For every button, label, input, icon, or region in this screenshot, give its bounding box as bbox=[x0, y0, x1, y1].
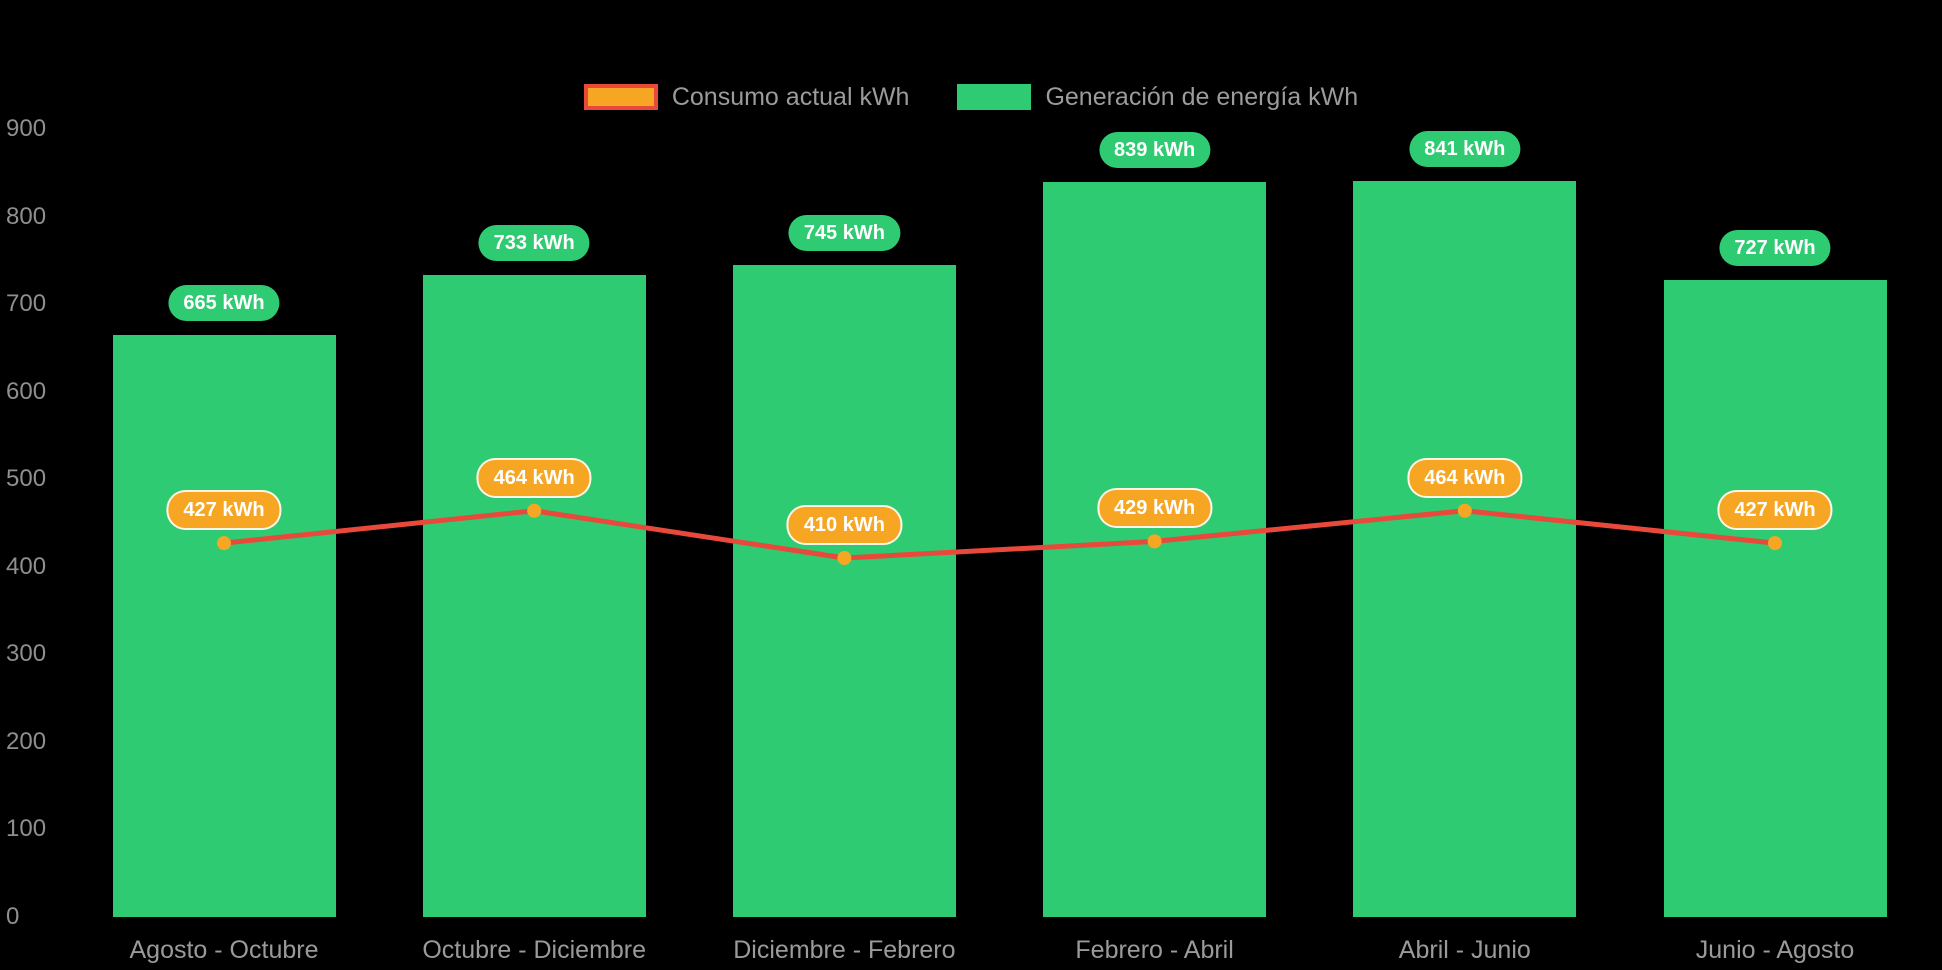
x-axis-category-label: Diciembre - Febrero bbox=[733, 936, 956, 964]
y-axis-tick-label: 0 bbox=[6, 903, 20, 930]
generacion-bar bbox=[1353, 180, 1577, 917]
consumo-legend-swatch bbox=[583, 84, 658, 110]
generacion-bar bbox=[1043, 182, 1267, 917]
x-axis-category-label: Junio - Agosto bbox=[1695, 936, 1855, 964]
y-axis-tick-label: 700 bbox=[6, 290, 47, 318]
consumo-value-label: 427 kWh bbox=[1717, 490, 1833, 531]
generacion-value-label: 733 kWh bbox=[478, 225, 590, 262]
y-axis-tick-label: 600 bbox=[6, 377, 47, 405]
legend-item-consumo[interactable]: Consumo actual kWh bbox=[583, 82, 910, 111]
generacion-value-label: 727 kWh bbox=[1719, 230, 1831, 267]
x-axis-category-label: Octubre - Diciembre bbox=[422, 936, 647, 964]
x-axis-category-label: Agosto - Octubre bbox=[129, 936, 319, 964]
y-axis-tick-label: 200 bbox=[6, 727, 47, 755]
y-axis-tick-label: 300 bbox=[6, 640, 47, 668]
x-axis-category-label: Febrero - Abril bbox=[1075, 936, 1234, 964]
y-axis-tick-label: 500 bbox=[6, 465, 47, 493]
generacion-bar bbox=[1663, 280, 1887, 917]
consumo-value-label: 410 kWh bbox=[786, 505, 902, 546]
generacion-value-label: 841 kWh bbox=[1409, 130, 1521, 167]
generacion-value-label: 745 kWh bbox=[788, 214, 900, 251]
chart-legend: Consumo actual kWh Generación de energía … bbox=[0, 84, 1942, 110]
consumo-value-label: 464 kWh bbox=[476, 457, 592, 498]
y-axis-tick-label: 800 bbox=[6, 202, 47, 230]
consumo-value-label: 464 kWh bbox=[1407, 457, 1523, 498]
y-axis-tick-label: 100 bbox=[6, 815, 47, 843]
x-axis-category-label: Abril - Junio bbox=[1398, 936, 1531, 964]
y-axis-tick-label: 400 bbox=[6, 552, 47, 580]
generacion-value-label: 839 kWh bbox=[1099, 132, 1211, 169]
generacion-bar bbox=[112, 334, 336, 917]
generacion-bar bbox=[732, 264, 956, 917]
generacion-bar bbox=[422, 275, 646, 917]
generacion-value-label: 665 kWh bbox=[168, 284, 280, 321]
legend-label: Consumo actual kWh bbox=[671, 82, 910, 111]
legend-item-generacion[interactable]: Generación de energía kWh bbox=[957, 84, 1358, 110]
y-axis-tick-label: 900 bbox=[6, 115, 47, 142]
generacion-legend-swatch bbox=[957, 84, 1032, 110]
legend-label: Generación de energía kWh bbox=[1045, 82, 1359, 111]
consumo-value-label: 427 kWh bbox=[166, 490, 282, 531]
consumo-value-label: 429 kWh bbox=[1097, 488, 1213, 529]
